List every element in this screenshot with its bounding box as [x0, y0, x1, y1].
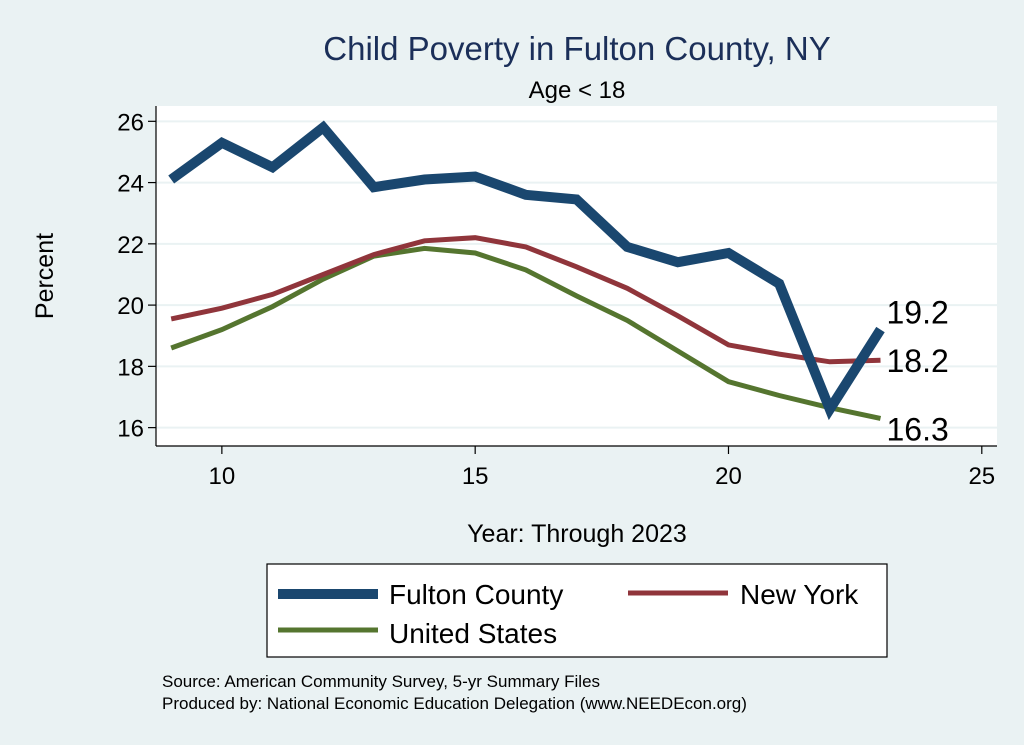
legend: Fulton County New York United States [266, 563, 888, 658]
end-label-united-states: 16.3 [886, 411, 948, 447]
y-tick-label: 24 [117, 171, 144, 198]
x-tick-label: 20 [715, 463, 742, 490]
legend-label-united-states: United States [389, 618, 557, 649]
end-label-fulton-county: 19.2 [886, 295, 948, 331]
legend-label-new-york: New York [740, 579, 859, 610]
series-line-new-york [170, 235, 881, 365]
x-tick-label: 25 [968, 463, 995, 490]
produced-by-line: Produced by: National Economic Education… [162, 694, 747, 713]
x-axis-ticks: 10 15 20 25 [209, 446, 995, 490]
x-tick-label: 15 [462, 463, 489, 490]
y-tick-label: 22 [117, 232, 144, 259]
y-tick-label: 20 [117, 293, 144, 320]
x-tick-label: 10 [209, 463, 236, 490]
series-lines [168, 120, 885, 421]
y-tick-label: 18 [117, 354, 144, 381]
plot-area [156, 106, 997, 446]
x-axis-label: Year: Through 2023 [467, 520, 687, 548]
chart-title: Child Poverty in Fulton County, NY [323, 30, 830, 67]
y-axis-label: Percent [31, 233, 59, 319]
source-line: Source: American Community Survey, 5-yr … [162, 672, 600, 691]
legend-label-fulton-county: Fulton County [389, 579, 563, 610]
series-line-fulton-county [168, 120, 885, 421]
end-label-new-york: 18.2 [886, 343, 948, 379]
chart-subtitle: Age < 18 [529, 77, 626, 104]
y-tick-label: 26 [117, 109, 144, 136]
y-axis-ticks: 16 18 20 22 24 26 [117, 109, 156, 443]
y-tick-label: 16 [117, 416, 144, 443]
end-labels: 19.2 18.2 16.3 [886, 295, 948, 448]
series-line-united-states [170, 245, 882, 421]
legend-box [266, 563, 888, 658]
gridlines [156, 120, 997, 429]
